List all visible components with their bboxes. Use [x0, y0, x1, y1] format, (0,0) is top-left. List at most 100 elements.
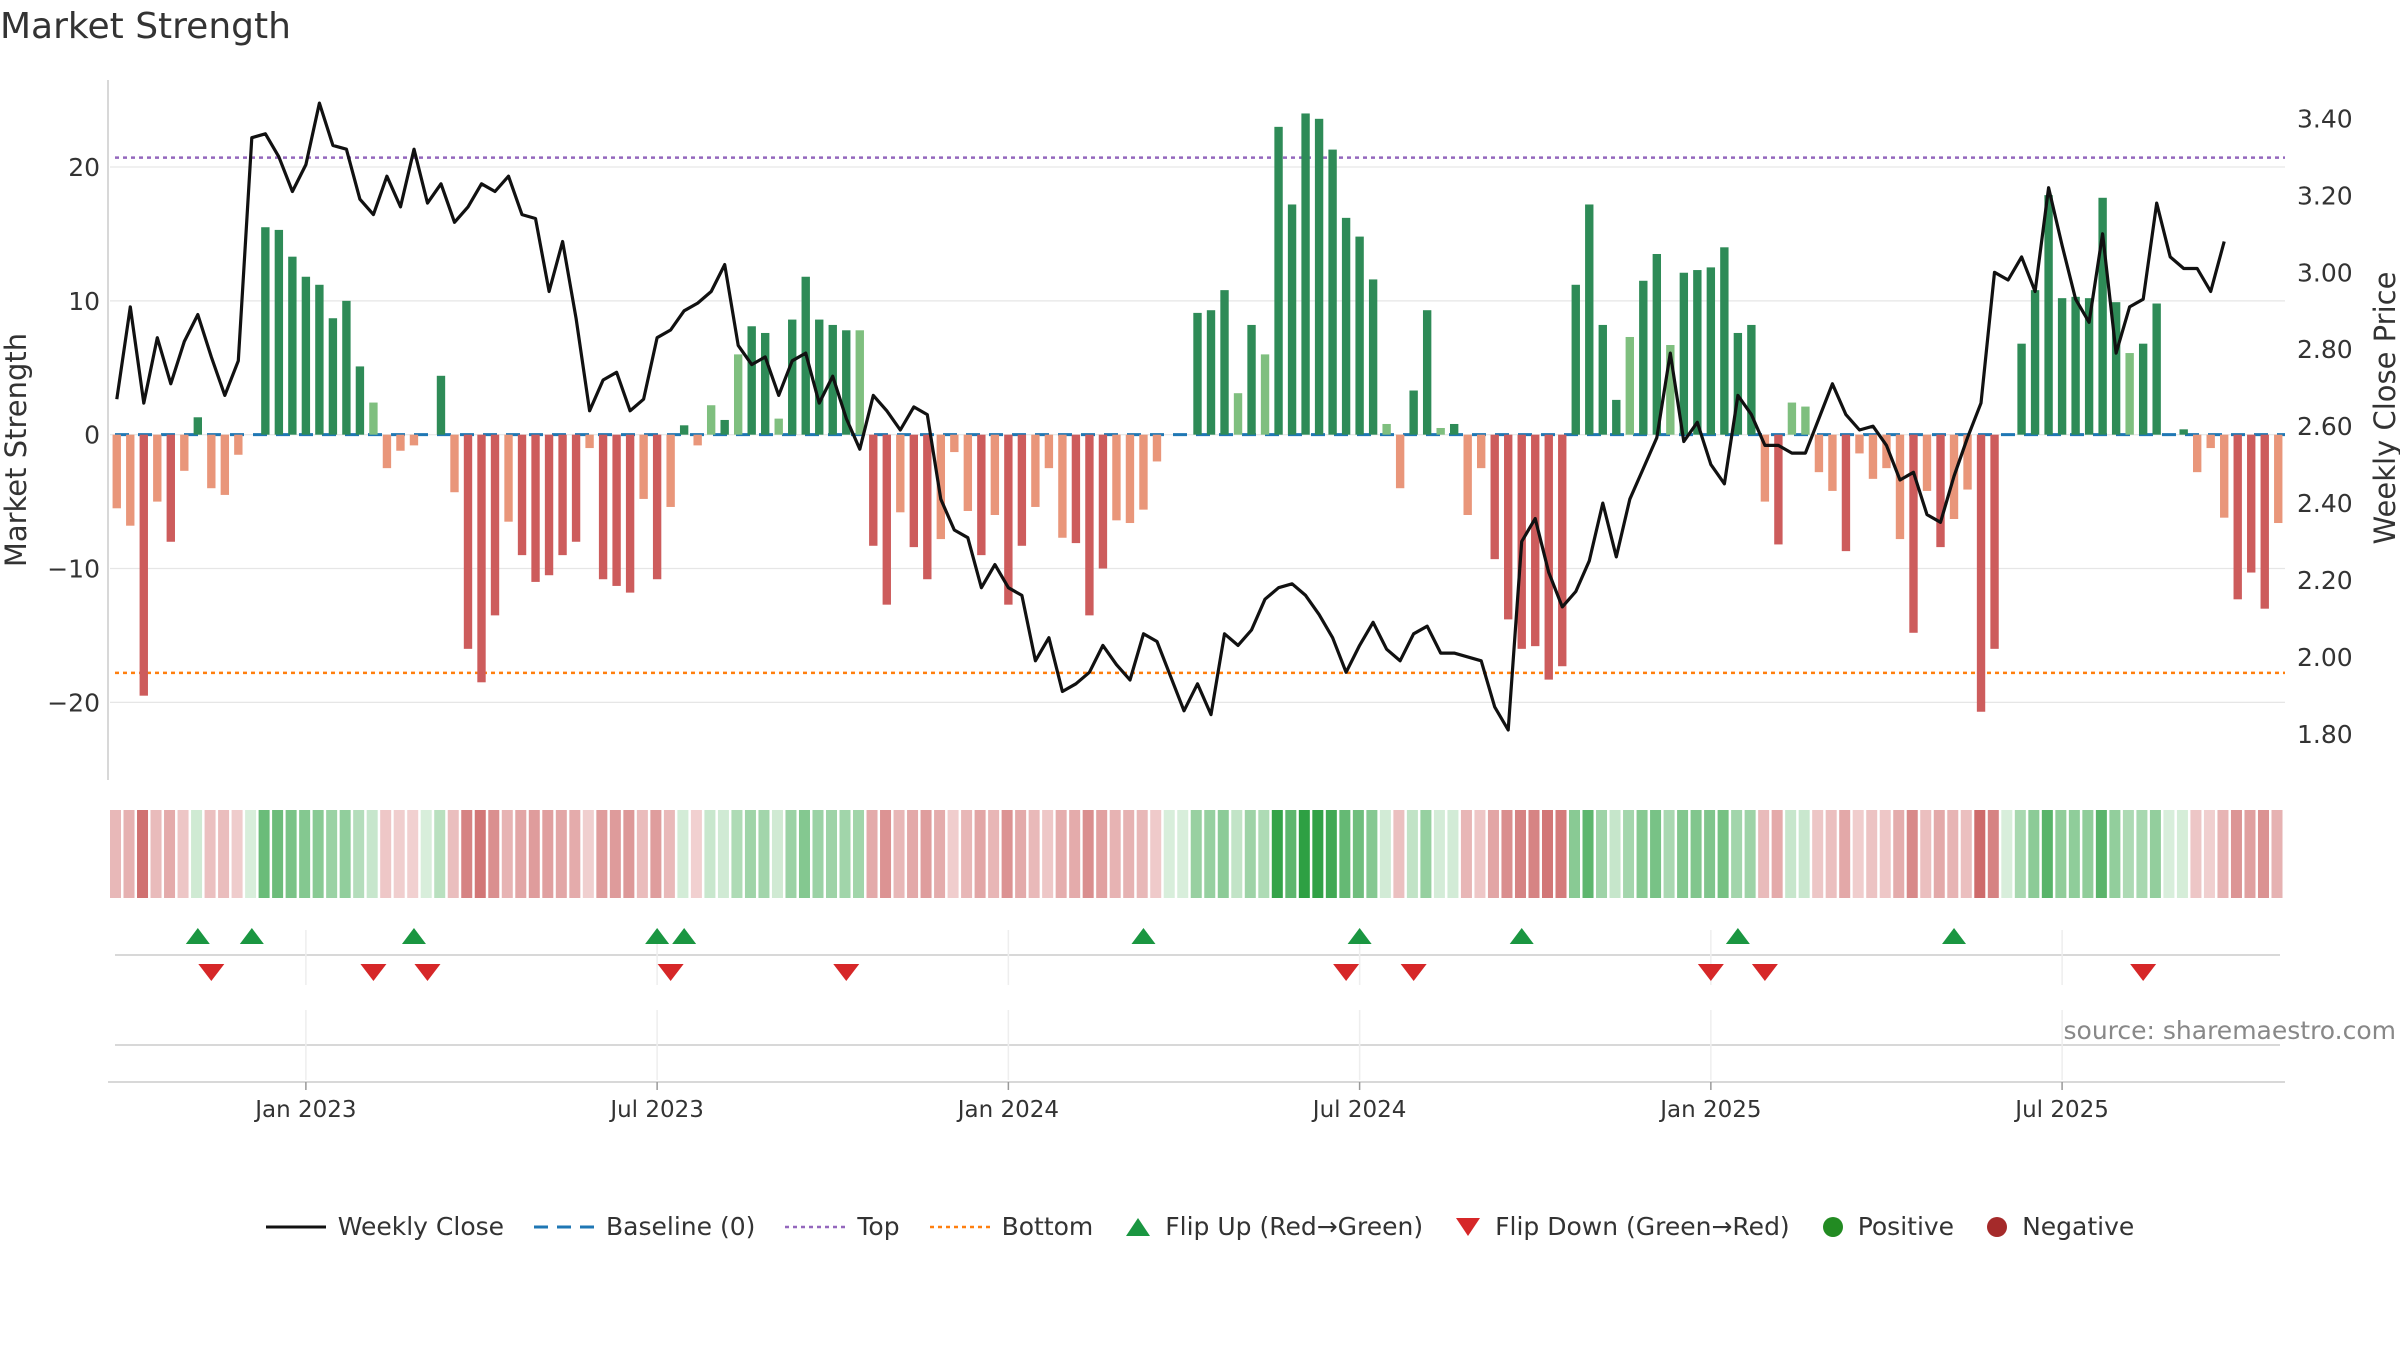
legend-item-flip-up: Flip Up (Red→Green)	[1123, 1212, 1423, 1241]
strength-bar-positive	[1612, 399, 1621, 435]
legend-label: Bottom	[1001, 1212, 1094, 1241]
heatmap-cell	[744, 810, 756, 898]
flip-down-marker	[2130, 964, 2157, 981]
heatmap-cell	[1609, 810, 1621, 898]
strength-bar-positive	[774, 418, 783, 435]
heatmap-cell	[1244, 810, 1256, 898]
heatmap-cell	[1663, 810, 1675, 898]
heatmap-cell	[2014, 810, 2026, 898]
strength-bar-negative	[1855, 434, 1864, 454]
strength-bar-negative	[1990, 434, 1999, 649]
heatmap-cell	[123, 810, 135, 898]
legend-item-negative: Negative	[1984, 1212, 2134, 1241]
strength-bar-negative	[1976, 434, 1986, 712]
strength-bar-negative	[2247, 434, 2256, 573]
strength-bar-positive	[2152, 303, 2161, 435]
heatmap-cell	[1298, 810, 1310, 898]
heatmap-cell	[150, 810, 162, 898]
y2-tick-label: 3.20	[2297, 181, 2353, 210]
market-strength-chart: 20 10 0 −10 −20 1.80 2.00 2.20 2.40 2.60 2.80 3.00 3…	[0, 80, 2400, 1123]
strength-bar-positive	[315, 284, 324, 435]
heatmap-cell	[1447, 810, 1459, 898]
heatmap-cell	[1825, 810, 1837, 898]
strength-bar-positive	[288, 256, 297, 435]
heatmap-cell	[1677, 810, 1689, 898]
legend-label: Weekly Close	[337, 1212, 505, 1241]
strength-bar-positive	[274, 229, 284, 435]
strength-bar-negative	[1922, 434, 1932, 491]
x-axis: Jan 2023 Jul 2023 Jan 2024 Jul 2024 Jan 2025…	[108, 1081, 2285, 1123]
strength-bar-negative	[598, 434, 608, 580]
strength-bar-positive	[436, 375, 446, 435]
flip-up-marker	[401, 928, 426, 944]
heatmap-cell	[907, 810, 919, 898]
strength-bar-negative	[153, 434, 162, 502]
strength-bar-negative	[463, 434, 473, 649]
heatmap-cell	[1217, 810, 1229, 898]
strength-bar-negative	[1085, 434, 1094, 616]
strength-bar-positive	[1220, 290, 1229, 435]
heatmap-cell	[312, 810, 324, 898]
strength-bar-negative	[1152, 434, 1162, 462]
y-tick-label: 10	[68, 287, 100, 316]
x-tick-label: Jan 2023	[253, 1097, 356, 1123]
heatmap-cell	[1744, 810, 1756, 898]
y-tick-label: 0	[84, 421, 100, 450]
heatmap-cell	[731, 810, 743, 898]
strength-bar-negative	[652, 434, 662, 580]
strength-bar-positive	[2017, 343, 2026, 435]
legend-label: Top	[857, 1212, 900, 1241]
heatmap-cell	[285, 810, 297, 898]
heatmap-cell	[272, 810, 284, 898]
heatmap-cell	[1150, 810, 1162, 898]
heatmap-cell	[1933, 810, 1945, 898]
strength-bar-negative	[558, 434, 567, 556]
strength-bars	[112, 113, 2283, 712]
heatmap-cell	[528, 810, 540, 898]
strength-bar-positive	[1355, 236, 1364, 435]
strength-bar-negative	[207, 434, 216, 489]
strength-bar-positive	[1193, 312, 1202, 435]
strength-bar-negative	[1882, 434, 1891, 469]
flip-up-marker	[185, 928, 210, 944]
heatmap-cell	[1136, 810, 1148, 898]
heatmap-cell	[974, 810, 986, 898]
heatmap-cell	[191, 810, 203, 898]
heatmap-cell	[488, 810, 500, 898]
heatmap-cell	[1785, 810, 1797, 898]
strength-bar-negative	[1125, 434, 1135, 524]
strength-bar-negative	[180, 434, 189, 471]
strength-bar-positive	[761, 332, 770, 435]
strength-bar-negative	[1031, 434, 1040, 507]
strength-bar-positive	[788, 319, 797, 435]
strength-bar-negative	[896, 434, 905, 513]
heatmap-cell	[2217, 810, 2229, 898]
strength-bar-positive	[1598, 324, 1607, 435]
y2-tick-label: 3.40	[2297, 104, 2353, 133]
heatmap-cell	[2055, 810, 2067, 898]
strength-bar-negative	[1098, 434, 1108, 569]
heatmap-cell	[1636, 810, 1648, 898]
strength-bar-positive	[1368, 279, 1378, 435]
strength-bar-negative	[234, 434, 243, 455]
top-dotted-line-icon	[785, 1225, 846, 1228]
strength-bar-negative	[126, 434, 135, 526]
strength-bar-negative	[2260, 434, 2269, 609]
heatmap-cell	[1366, 810, 1378, 898]
heatmap-cell	[609, 810, 621, 898]
y2-axis-label: Weekly Close Price	[2368, 272, 2400, 545]
triangle-up-icon	[1126, 1217, 1151, 1236]
strength-bar-positive	[1733, 332, 1743, 435]
heatmap-cell	[1271, 810, 1283, 898]
strength-bar-positive	[1720, 247, 1729, 435]
red-dot-icon	[1987, 1216, 2008, 1237]
heatmap-cell	[380, 810, 392, 898]
strength-bar-positive	[1314, 118, 1324, 435]
heatmap-cell	[1798, 810, 1810, 898]
heatmap-cell	[1501, 810, 1513, 898]
strength-bar-negative	[450, 434, 459, 493]
heatmap-cell	[2190, 810, 2202, 898]
heatmap-cell	[1758, 810, 1770, 898]
legend-label: Positive	[1857, 1212, 1955, 1241]
strength-bar-negative	[1774, 434, 1783, 545]
